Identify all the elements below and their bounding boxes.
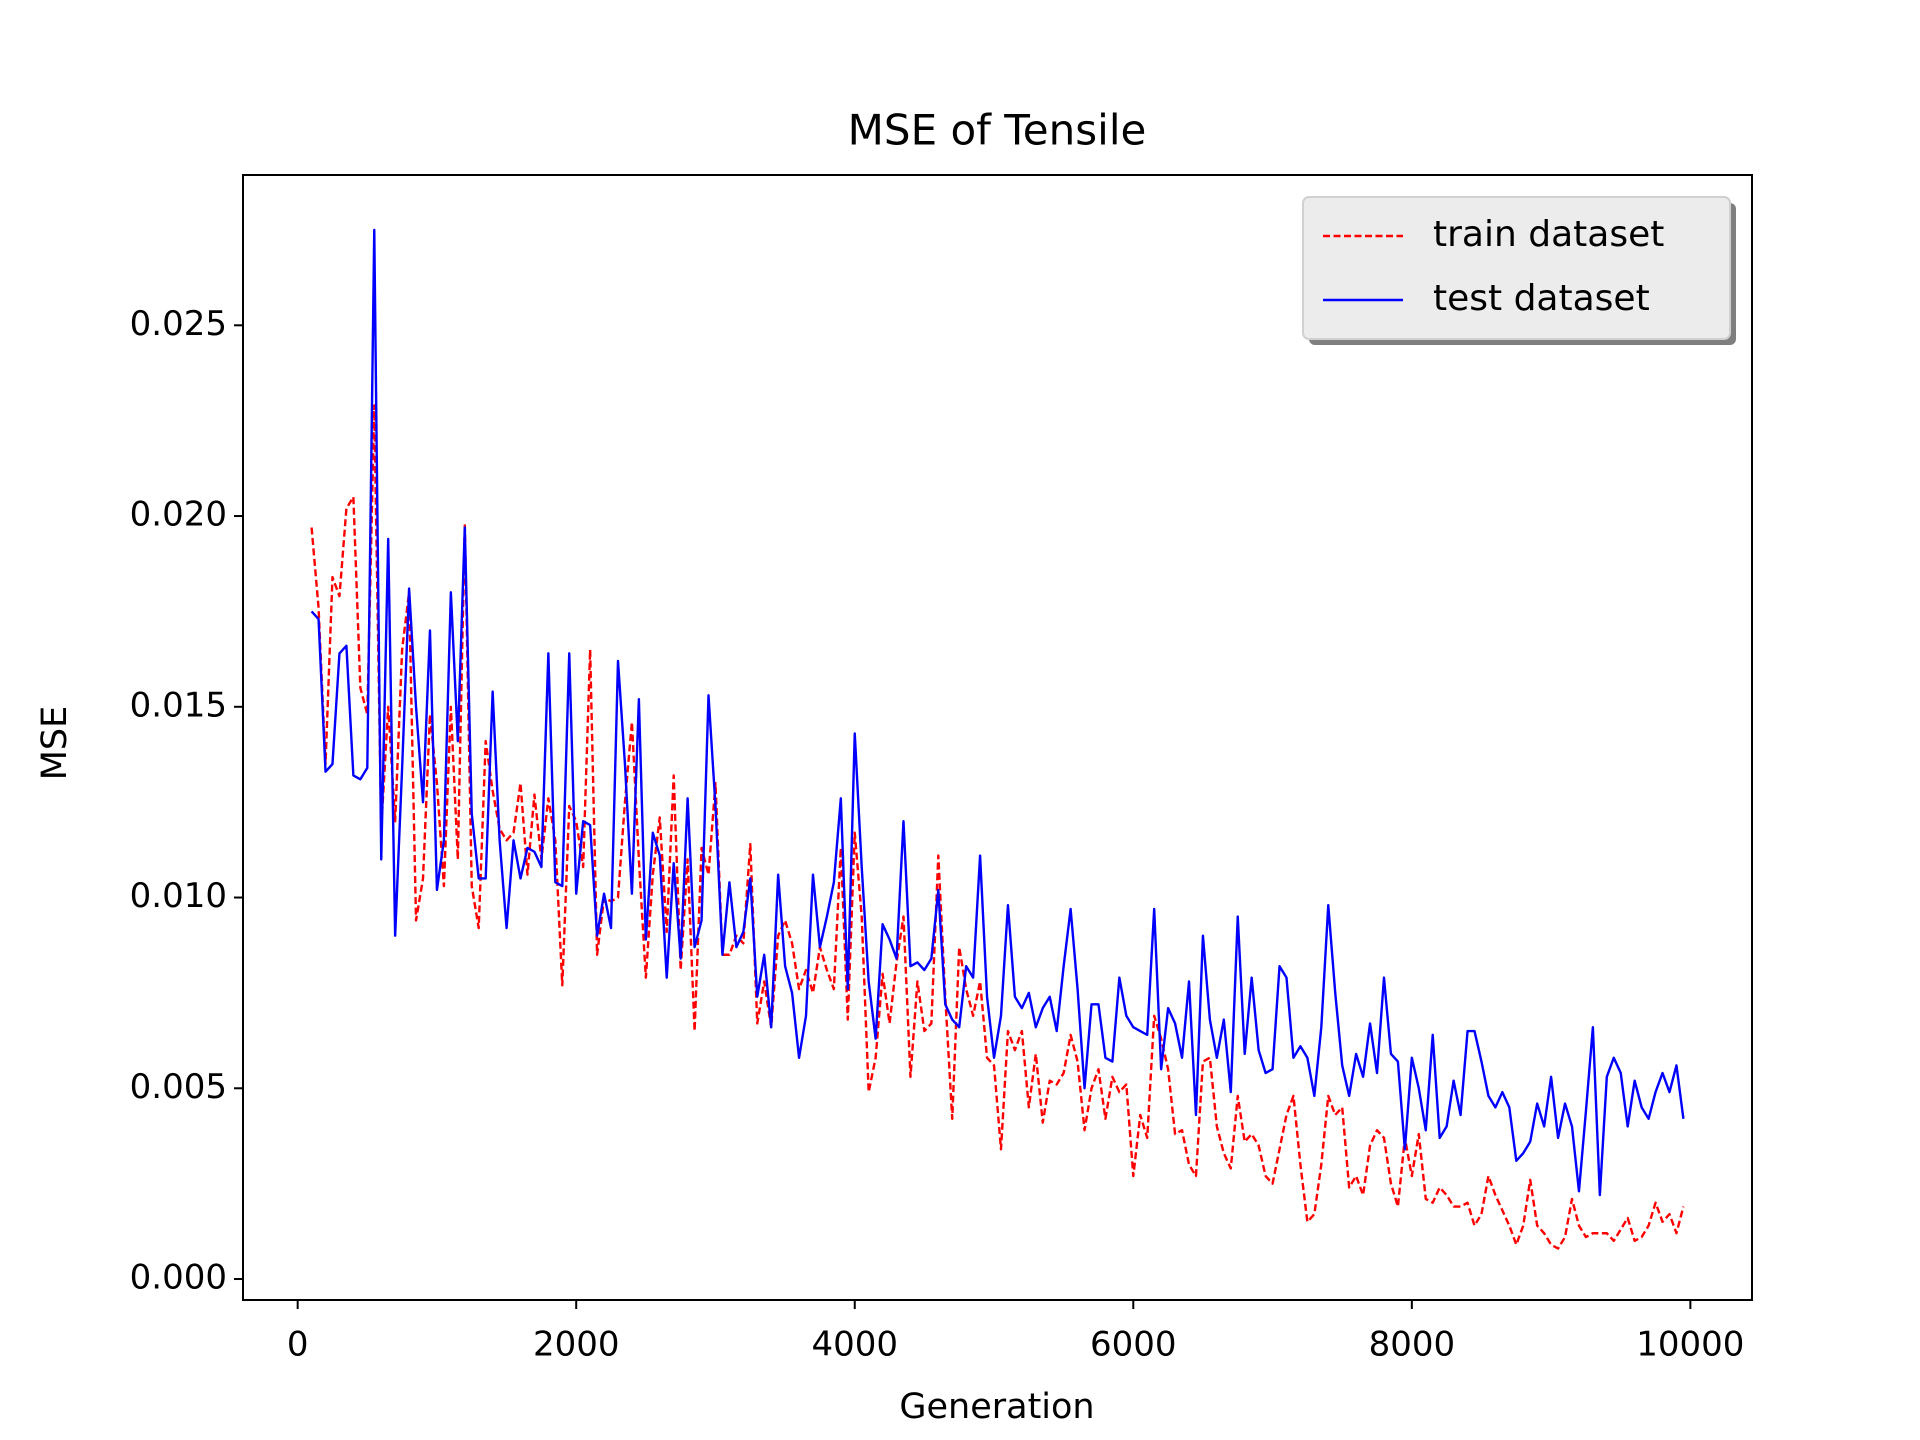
y-tick-label: 0.000	[130, 1258, 227, 1298]
y-tick-label: 0.015	[130, 685, 227, 725]
y-axis-label: MSE	[35, 706, 75, 781]
chart-title: MSE of Tensile	[848, 106, 1147, 155]
data-line	[310, 404, 1685, 1250]
axes-frame	[242, 174, 1753, 1301]
x-tick-label: 6000	[1090, 1325, 1177, 1365]
data-line	[310, 228, 1685, 1197]
x-tick-label: 10000	[1636, 1325, 1744, 1365]
y-tick-label: 0.005	[130, 1067, 227, 1107]
legend-label: train dataset	[1433, 214, 1664, 255]
legend-label: test dataset	[1433, 278, 1650, 319]
x-axis-label: Generation	[899, 1387, 1094, 1427]
legend-box	[1302, 196, 1731, 340]
y-tick-label: 0.025	[130, 304, 227, 344]
y-tick-label: 0.020	[130, 495, 227, 535]
x-tick-label: 8000	[1369, 1325, 1456, 1365]
y-tick-label: 0.010	[130, 876, 227, 916]
x-tick-label: 4000	[811, 1325, 898, 1365]
x-tick-label: 0	[287, 1325, 309, 1365]
x-tick-label: 2000	[533, 1325, 620, 1365]
